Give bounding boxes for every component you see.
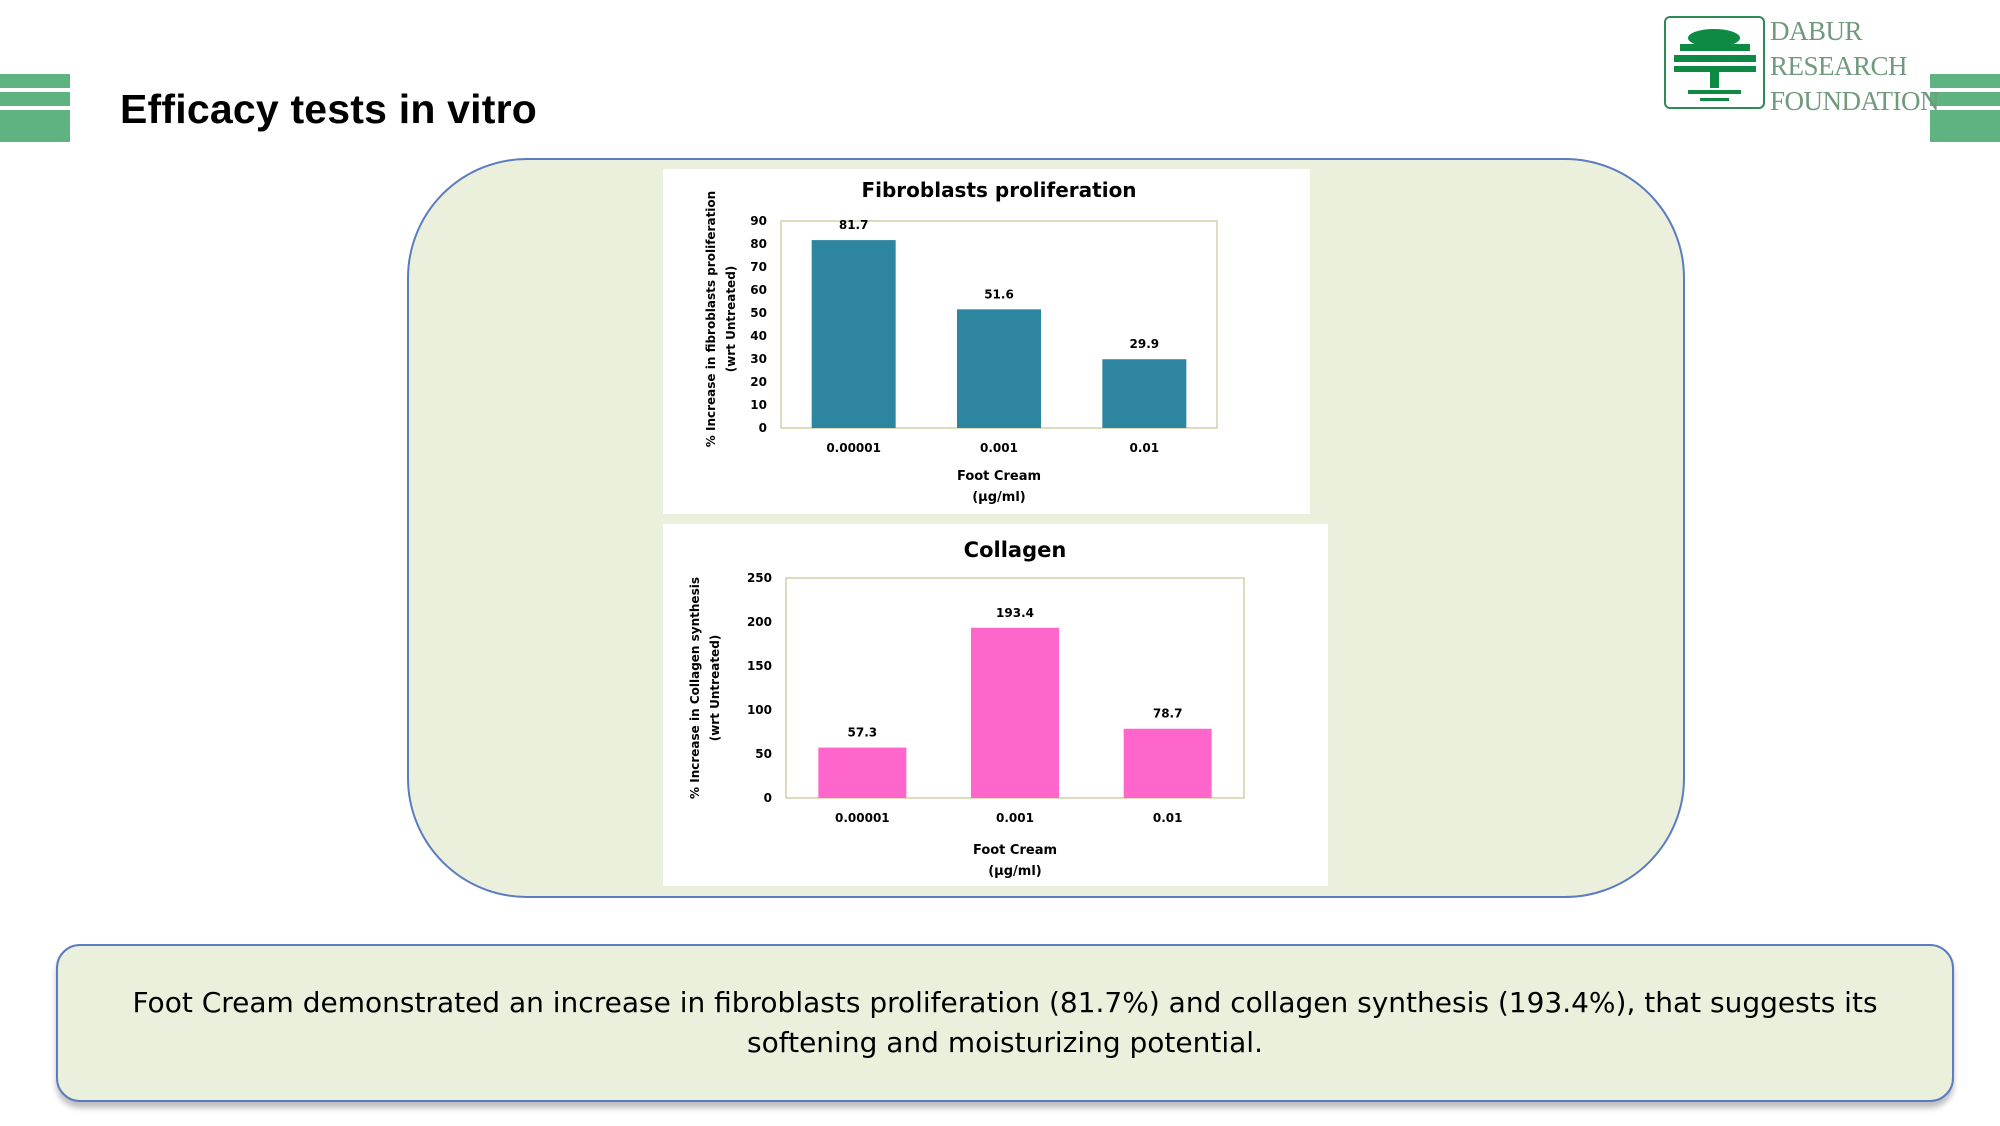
y-tick-label: 150 <box>747 659 772 673</box>
logo-line-3: FOUNDATION <box>1770 86 1940 116</box>
data-label: 193.4 <box>996 606 1034 620</box>
x-axis-label: (µg/ml) <box>988 864 1042 879</box>
bar-0.01 <box>1123 728 1212 798</box>
x-tick-label: 0.00001 <box>835 811 890 825</box>
y-tick-label: 10 <box>750 398 767 412</box>
y-tick-label: 50 <box>750 306 767 320</box>
y-axis-label: % Increase in Collagen synthesis <box>688 577 702 799</box>
x-tick-label: 0.001 <box>996 811 1034 825</box>
collagen-bar-chart: Collagen 0 50 100 150 200 250 57.3 0.00001 193.4 0… <box>688 538 1245 879</box>
right-stripes-decoration <box>1930 74 2000 142</box>
logo-text: DABUR RESEARCH FOUNDATION <box>1770 14 1940 119</box>
bar-0.001 <box>957 309 1041 428</box>
left-stripes-decoration <box>0 74 70 142</box>
chart-title: Fibroblasts proliferation <box>861 178 1136 202</box>
x-tick-label: 0.00001 <box>826 441 881 455</box>
data-label: 78.7 <box>1153 707 1183 721</box>
logo-line-1: DABUR <box>1770 16 1863 46</box>
y-tick-label: 20 <box>750 375 767 389</box>
y-axis-label: % Increase in fibroblasts proliferation <box>704 191 718 447</box>
data-label: 81.7 <box>839 218 869 232</box>
fibroblasts-bar-chart: Fibroblasts proliferation 0 10 20 30 40 50 60 70… <box>704 178 1218 505</box>
y-axis-label: (wrt Untreated) <box>708 635 722 742</box>
chart-card-collagen: Collagen 0 50 100 150 200 250 57.3 0.00001 193.4 0… <box>663 524 1328 886</box>
page-title: Efficacy tests in vitro <box>120 86 538 132</box>
y-axis-label: (wrt Untreated) <box>724 266 738 373</box>
y-tick-label: 50 <box>755 747 772 761</box>
y-tick-label: 250 <box>747 571 772 585</box>
bar-0.00001 <box>811 240 896 428</box>
y-tick-label: 70 <box>750 260 767 274</box>
y-tick-label: 0 <box>759 421 767 435</box>
data-label: 51.6 <box>984 287 1014 301</box>
y-tick-label: 80 <box>750 237 767 251</box>
y-tick-label: 100 <box>747 703 772 717</box>
x-tick-label: 0.01 <box>1153 811 1183 825</box>
logo-line-2: RESEARCH <box>1770 51 1908 81</box>
y-tick-label: 90 <box>750 214 767 228</box>
tree-logo-icon <box>1664 16 1765 109</box>
y-tick-label: 200 <box>747 615 772 629</box>
y-tick-label: 0 <box>764 791 772 805</box>
y-tick-label: 40 <box>750 329 767 343</box>
x-axis-label: Foot Cream <box>957 469 1041 484</box>
x-tick-label: 0.01 <box>1130 441 1160 455</box>
bar-0.001 <box>971 627 1059 798</box>
x-tick-label: 0.001 <box>980 441 1018 455</box>
chart-card-fibroblasts: Fibroblasts proliferation 0 10 20 30 40 50 60 70… <box>663 169 1310 514</box>
x-axis-label: (µg/ml) <box>972 490 1026 505</box>
bar-0.01 <box>1102 359 1187 428</box>
x-axis-label: Foot Cream <box>973 843 1057 858</box>
chart-title: Collagen <box>964 538 1067 562</box>
summary-box: Foot Cream demonstrated an increase in f… <box>56 944 1954 1102</box>
dabur-logo: DABUR RESEARCH FOUNDATION <box>1664 14 1940 116</box>
summary-text: Foot Cream demonstrated an increase in f… <box>132 986 1878 1059</box>
bar-0.00001 <box>818 747 907 798</box>
y-tick-label: 30 <box>750 352 767 366</box>
data-label: 29.9 <box>1130 337 1160 351</box>
data-label: 57.3 <box>848 726 878 740</box>
y-tick-label: 60 <box>750 283 767 297</box>
